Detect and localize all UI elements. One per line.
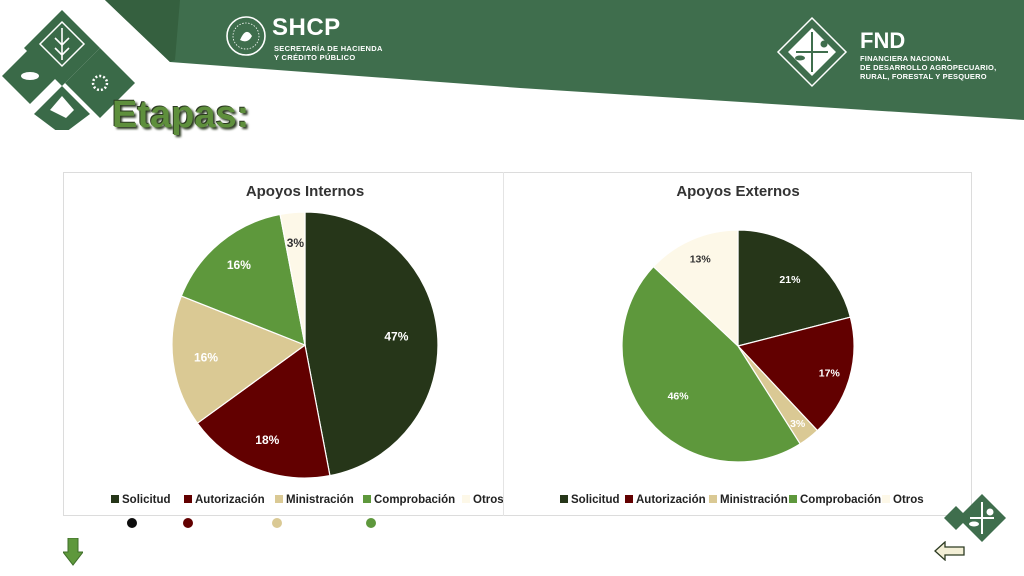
fnd-footer-logo-icon [944,494,1006,542]
down-arrow-icon[interactable] [63,538,83,566]
pie-slice-otros [652,229,739,348]
chart-title: Apoyos Internos [246,183,364,200]
legend-label-comprobacion: Comprobación [374,494,455,506]
legend-label-autorizacion: Autorización [636,494,706,506]
pie-slice-comprobacion [621,265,801,463]
fnd-subtitle-line1: FINANCIERA NACIONAL [860,54,952,63]
pie-chart-internal: Apoyos Internos 47% 18% 16% 16% 3% Solicitud Au… [111,183,503,506]
shcp-subtitle-line1: SECRETARÍA DE HACIENDA [274,44,383,53]
pie-slice-comprobacion [180,213,306,346]
pie-slice-autorizacion [736,316,855,432]
data-label-solicitud: 47% [384,329,408,343]
banner-shadow [105,0,180,62]
shcp-subtitle-line2: Y CRÉDITO PÚBLICO [274,53,356,62]
legend-label-ministracion: Ministración [286,494,354,506]
shcp-name: SHCP [272,14,341,41]
legend-label-solicitud: Solicitud [571,494,620,506]
legend-swatch-otros [882,495,890,503]
header-banner [2,0,1024,130]
legend-swatch-ministracion [275,495,283,503]
data-label-otros: 3% [287,236,305,250]
fnd-logo-icon [776,16,848,88]
legend-label-solicitud: Solicitud [122,494,171,506]
legend-label-ministracion: Ministración [720,494,788,506]
legend-label-autorizacion: Autorización [195,494,265,506]
legend-dot-solicitud [127,518,137,528]
legend-dot-comprobacion [366,518,376,528]
legend-swatch-solicitud [111,495,119,503]
corner-logo-icon [2,10,135,130]
pie-slice-solicitud [304,211,439,477]
data-label-otros: 13% [690,254,712,266]
legend-swatch-autorizacion [184,495,192,503]
data-label-solicitud: 21% [779,274,801,286]
chart-frame [63,172,972,516]
fnd-subtitle-line2: DE DESARROLLO AGROPECUARIO, [860,63,997,72]
data-label-comprobacion: 16% [227,258,251,272]
data-label-autorizacion: 17% [819,368,841,380]
pie-slice-solicitud [737,229,852,347]
legend-label-otros: Otros [893,494,924,506]
legend-swatch-otros [462,495,470,503]
legend-label-comprobacion: Comprobación [800,494,881,506]
chart-divider [503,172,504,516]
pie-slice-otros [279,211,306,346]
banner-shape [105,0,1024,120]
pie-slice-autorizacion [196,343,331,479]
legend-swatch-comprobacion [789,495,797,503]
fnd-subtitle-line3: RURAL, FORESTAL Y PESQUERO [860,72,987,81]
data-label-autorizacion: 18% [255,433,279,447]
left-arrow-icon[interactable] [934,541,966,561]
chart-title: Apoyos Externos [676,183,799,200]
legend-swatch-solicitud [560,495,568,503]
data-label-ministracion: 3% [790,418,806,430]
national-seal-icon [226,16,266,56]
legend-swatch-comprobacion [363,495,371,503]
fnd-name: FND [860,28,906,53]
data-label-comprobacion: 46% [668,391,690,403]
legend-swatch-autorizacion [625,495,633,503]
page-title: Etapas: [112,94,250,136]
data-label-ministracion: 16% [194,351,218,365]
pie-slice-ministracion [171,295,307,425]
legend-dot-autorizacion [183,518,193,528]
legend-label-otros: Otros [473,494,503,506]
legend-swatch-ministracion [709,495,717,503]
legend-dot-ministracion [272,518,282,528]
pie-chart-external: Apoyos Externos 21% 17% 3% 46% 13% Solicitud Au… [560,183,924,506]
